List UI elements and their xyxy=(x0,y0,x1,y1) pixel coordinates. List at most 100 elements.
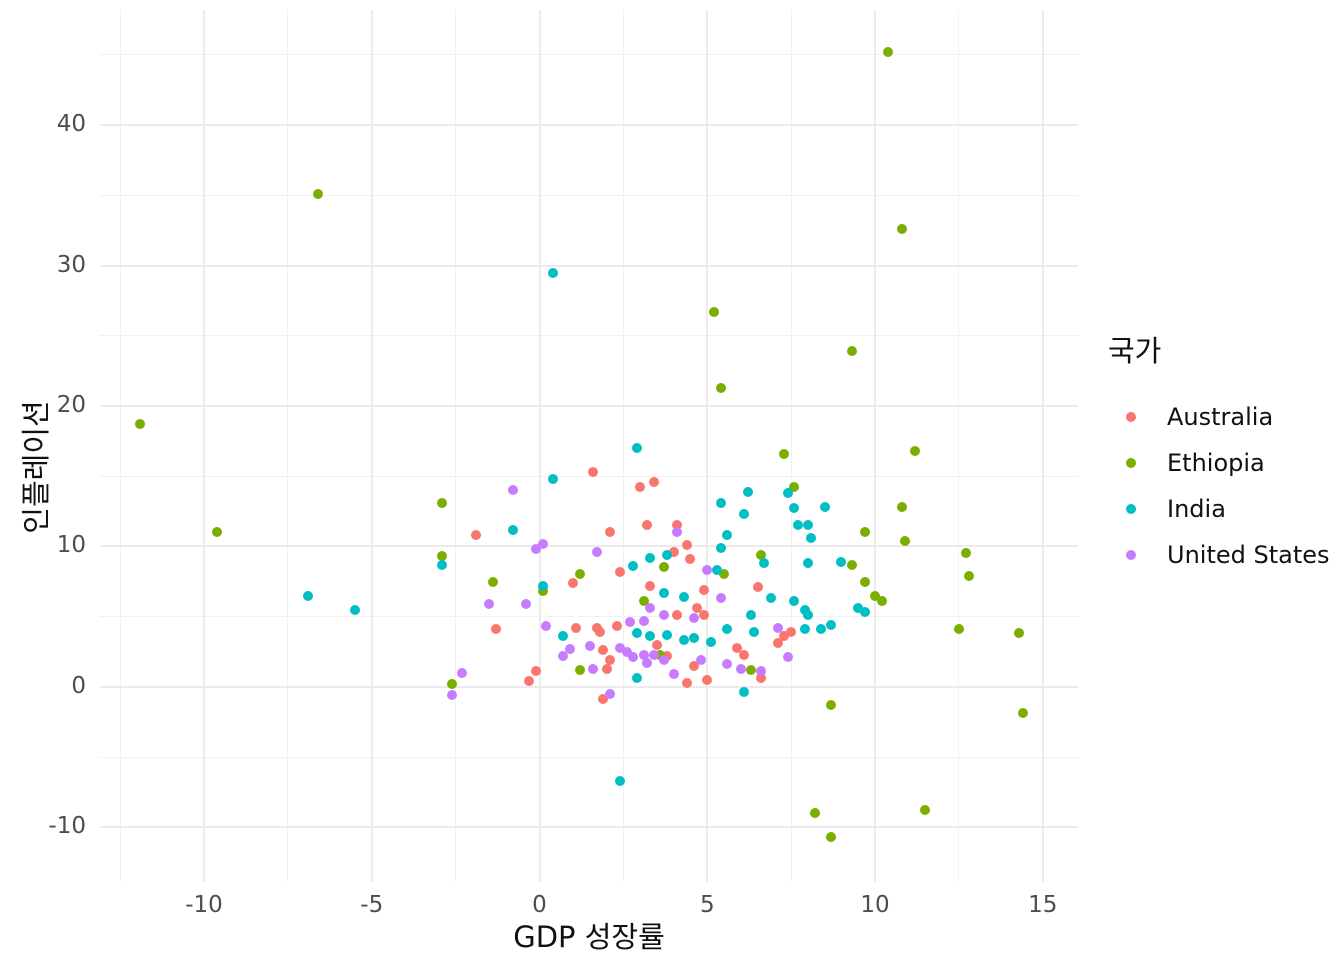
data-point-ethiopia xyxy=(896,502,907,513)
data-point-india xyxy=(782,488,793,499)
data-point-ethiopia xyxy=(537,586,548,597)
data-point-australia xyxy=(524,676,535,687)
data-point-ethiopia xyxy=(1017,708,1028,719)
major-gridline-vertical xyxy=(370,10,373,882)
data-point-united-states xyxy=(695,655,706,666)
data-point-india xyxy=(799,624,810,635)
data-point-united-states xyxy=(702,565,713,576)
data-point-ethiopia xyxy=(896,224,907,235)
data-point-united-states xyxy=(648,649,659,660)
major-gridline-horizontal xyxy=(100,826,1078,829)
data-point-australia xyxy=(604,655,615,666)
data-point-ethiopia xyxy=(574,664,585,675)
data-point-india xyxy=(816,624,827,635)
data-point-ethiopia xyxy=(883,47,894,58)
data-point-india xyxy=(631,673,642,684)
data-point-india xyxy=(853,603,864,614)
legend-item-label: Australia xyxy=(1167,403,1274,431)
data-point-australia xyxy=(568,577,579,588)
legend-title: 국가 xyxy=(1108,334,1162,368)
data-point-ethiopia xyxy=(920,805,931,816)
data-point-india xyxy=(836,556,847,567)
data-point-australia xyxy=(470,530,481,541)
data-point-india xyxy=(678,591,689,602)
data-point-ethiopia xyxy=(719,569,730,580)
data-point-ethiopia xyxy=(910,445,921,456)
data-point-australia xyxy=(698,610,709,621)
data-point-united-states xyxy=(615,642,626,653)
minor-gridline-horizontal xyxy=(100,756,1078,758)
data-point-india xyxy=(715,497,726,508)
data-point-united-states xyxy=(672,527,683,538)
major-gridline-vertical xyxy=(874,10,877,882)
data-point-australia xyxy=(786,627,797,638)
data-point-united-states xyxy=(604,688,615,699)
minor-gridline-vertical xyxy=(119,10,121,882)
data-point-india xyxy=(615,775,626,786)
data-point-australia xyxy=(645,580,656,591)
data-point-ethiopia xyxy=(574,569,585,580)
data-point-india xyxy=(507,524,518,535)
data-point-united-states xyxy=(645,603,656,614)
data-point-united-states xyxy=(782,652,793,663)
data-point-australia xyxy=(601,663,612,674)
data-point-india xyxy=(749,627,760,638)
data-point-india xyxy=(806,532,817,543)
data-point-india xyxy=(712,565,723,576)
data-point-ethiopia xyxy=(212,527,223,538)
data-point-india xyxy=(688,632,699,643)
legend: 국가 Australia Ethiopia India United States xyxy=(1108,328,1330,578)
data-point-australia xyxy=(598,645,609,656)
x-axis-tick-label: 15 xyxy=(1028,892,1058,918)
data-point-ethiopia xyxy=(313,188,324,199)
y-axis-tick-label: 30 xyxy=(56,251,86,278)
data-point-australia xyxy=(732,642,743,653)
data-point-united-states xyxy=(591,547,602,558)
data-point-ethiopia xyxy=(846,559,857,570)
data-point-india xyxy=(645,631,656,642)
y-axis-tick-label: 10 xyxy=(56,532,86,559)
legend-item: United States xyxy=(1108,532,1330,578)
data-point-ethiopia xyxy=(870,590,881,601)
data-point-india xyxy=(537,580,548,591)
data-point-india xyxy=(631,628,642,639)
data-point-united-states xyxy=(715,593,726,604)
y-axis-tick-label: 0 xyxy=(71,672,86,699)
data-point-ethiopia xyxy=(655,649,666,660)
data-point-australia xyxy=(698,584,709,595)
legend-items: Australia Ethiopia India United States xyxy=(1108,394,1330,578)
minor-gridline-horizontal xyxy=(100,616,1078,618)
data-point-australia xyxy=(682,539,693,550)
data-point-ethiopia xyxy=(859,527,870,538)
data-point-australia xyxy=(615,566,626,577)
data-point-india xyxy=(802,610,813,621)
minor-gridline-horizontal xyxy=(100,475,1078,477)
data-point-australia xyxy=(702,674,713,685)
data-point-ethiopia xyxy=(876,596,887,607)
minor-gridline-vertical xyxy=(958,10,960,882)
data-point-india xyxy=(745,610,756,621)
data-point-united-states xyxy=(641,657,652,668)
data-point-india xyxy=(437,559,448,570)
data-point-australia xyxy=(635,482,646,493)
data-point-india xyxy=(662,629,672,640)
y-axis-tick-label: 20 xyxy=(56,391,86,418)
data-point-australia xyxy=(531,666,542,677)
data-point-india xyxy=(631,443,642,454)
legend-swatch-icon xyxy=(1126,550,1136,560)
x-axis-title: GDP 성장률 xyxy=(513,920,665,954)
data-point-united-states xyxy=(457,667,468,678)
data-point-australia xyxy=(598,694,609,705)
data-point-ethiopia xyxy=(487,576,498,587)
data-point-australia xyxy=(672,610,683,621)
data-point-ethiopia xyxy=(447,679,458,689)
data-point-ethiopia xyxy=(135,419,146,430)
major-gridline-vertical xyxy=(1041,10,1044,882)
data-point-ethiopia xyxy=(658,562,669,573)
data-point-india xyxy=(826,620,837,631)
data-point-australia xyxy=(571,622,582,633)
data-point-australia xyxy=(692,603,703,614)
data-point-ethiopia xyxy=(846,346,857,357)
data-point-united-states xyxy=(658,655,669,666)
data-point-ethiopia xyxy=(900,535,911,546)
